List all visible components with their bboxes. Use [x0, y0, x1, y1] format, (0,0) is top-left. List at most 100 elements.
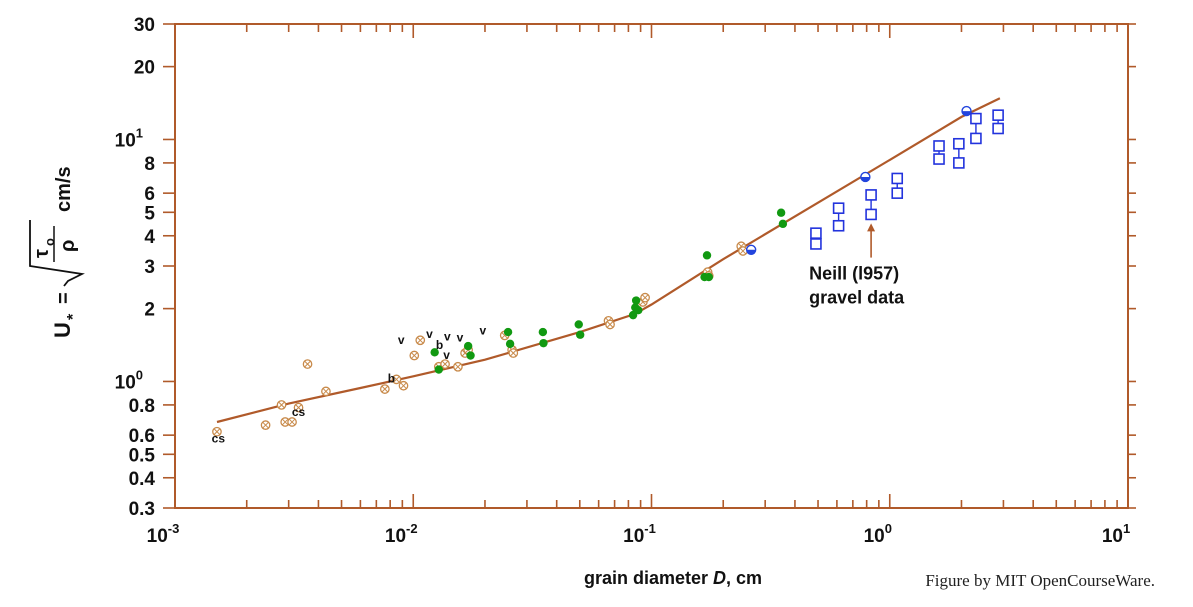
point-label: b: [388, 372, 395, 386]
point-cross: [213, 428, 221, 435]
y-tick-label-exp: 0: [136, 367, 143, 382]
point-half-fill: [746, 249, 756, 255]
data-point-open-square: [992, 109, 1004, 121]
data-point-filled-circle: [776, 208, 786, 217]
y-tick-label-base: 2: [144, 300, 155, 321]
x-tick-label: 10-3: [147, 521, 180, 547]
data-point-crossed-circle: [640, 292, 650, 303]
data-point-open-square: [865, 189, 877, 201]
data-point-filled-circle: [466, 351, 475, 360]
y-tick-label-base: 30: [134, 15, 155, 36]
data-point-crossed-circle: [260, 420, 271, 430]
y-axis-denominator: ρ: [57, 240, 79, 252]
data-point-crossed-circle: [440, 359, 450, 369]
point-label: v: [426, 327, 433, 341]
y-axis-units: cm/s: [53, 166, 75, 212]
data-point-filled-circle: [538, 327, 548, 337]
point-label: v: [444, 329, 451, 343]
x-tick-label: 10-1: [623, 521, 656, 547]
data-point-open-square: [832, 219, 845, 232]
data-point-crossed-circle: [415, 335, 426, 346]
point-cross: [417, 337, 424, 344]
x-tick-label-base: 10: [864, 526, 885, 547]
point-label: v: [398, 333, 405, 347]
axes-layer: [174, 23, 1129, 509]
data-point-open-square: [953, 137, 965, 150]
data-point-filled-circle: [704, 272, 714, 282]
x-tick-label-base: 10: [147, 526, 168, 547]
data-point-half-filled-circle: [745, 244, 757, 255]
y-axis-numerator-sub: o: [42, 238, 57, 246]
y-tick-label-base: 3: [144, 257, 155, 278]
point-label: v: [480, 324, 487, 338]
data-point-open-square: [891, 187, 904, 199]
y-axis-title: U * = τ o ρ cm/s: [29, 166, 85, 338]
data-point-open-square: [891, 172, 904, 185]
x-tick-label-base: 10: [623, 526, 644, 547]
point-cross: [400, 382, 407, 389]
data-point-crossed-circle: [398, 380, 409, 391]
data-point-crossed-circle: [453, 361, 463, 372]
y-tick-label: 4: [144, 227, 155, 248]
x-axis-title-suffix: , cm: [726, 568, 762, 588]
data-point-crossed-circle: [605, 319, 615, 330]
y-axis-lhs-sub: *: [65, 313, 82, 320]
y-tick-label-base: 0.3: [129, 499, 155, 520]
y-tick-label: 3: [144, 257, 155, 278]
point-label: cs: [212, 431, 226, 445]
data-point-crossed-circle: [276, 400, 287, 410]
x-tick-label: 100: [864, 521, 892, 547]
data-point-half-filled-circle: [961, 105, 972, 117]
annotation-arrow-head: [867, 223, 876, 232]
point-label: b: [436, 338, 443, 352]
y-tick-label: 0.8: [129, 396, 155, 417]
data-point-crossed-circle: [293, 402, 304, 413]
y-tick-label: 8: [144, 154, 155, 175]
data-point-crossed-circle: [508, 348, 519, 358]
point-label: v: [443, 348, 450, 362]
point-cross: [641, 294, 649, 301]
y-tick-label-base: 10: [115, 372, 136, 393]
data-point-crossed-circle: [380, 384, 390, 394]
data-point-filled-circle: [503, 327, 513, 337]
data-point-open-square: [970, 112, 982, 125]
y-axis-numerator: τ: [31, 249, 53, 258]
point-cross: [441, 360, 449, 368]
x-tick-label: 10-2: [385, 521, 418, 547]
data-point-open-square: [832, 202, 845, 214]
y-tick-label: 101: [115, 125, 143, 151]
data-point-open-square: [933, 140, 945, 152]
data-point-filled-circle: [539, 338, 548, 348]
y-tick-label-base: 8: [144, 154, 155, 175]
y-tick-label: 0.4: [129, 469, 156, 490]
point-label: cs: [292, 405, 306, 419]
data-point-filled-circle: [778, 219, 788, 229]
x-tick-label: 101: [1102, 521, 1130, 547]
data-point-filled-circle: [574, 320, 583, 329]
plot-frame: [174, 23, 1129, 509]
curve-layer: [216, 97, 1001, 424]
x-tick-label-exp: -3: [168, 521, 180, 536]
points-layer: [212, 105, 1004, 437]
data-point-filled-circle: [575, 330, 585, 339]
data-point-crossed-circle: [409, 350, 420, 361]
x-tick-label-base: 10: [385, 526, 406, 547]
fit-curve: [216, 97, 1001, 424]
y-tick-label-base: 10: [115, 130, 136, 151]
x-tick-label-base: 10: [1102, 526, 1123, 547]
y-tick-label: 0.3: [129, 499, 155, 520]
x-tick-label-exp: 1: [1123, 521, 1130, 536]
data-point-open-square: [933, 153, 945, 165]
y-tick-label: 100: [115, 367, 143, 393]
data-point-filled-circle: [505, 339, 515, 349]
point-cross: [295, 404, 302, 411]
data-point-open-square: [865, 208, 877, 221]
point-cross: [411, 352, 418, 359]
y-tick-label: 30: [134, 15, 155, 36]
y-tick-label: 2: [144, 300, 155, 321]
figure-credit: Figure by MIT OpenCourseWare.: [925, 571, 1155, 590]
y-tick-label-base: 4: [144, 227, 155, 248]
sqrt-sign: [29, 220, 85, 287]
x-axis-title: grain diameter D, cm: [584, 568, 762, 588]
